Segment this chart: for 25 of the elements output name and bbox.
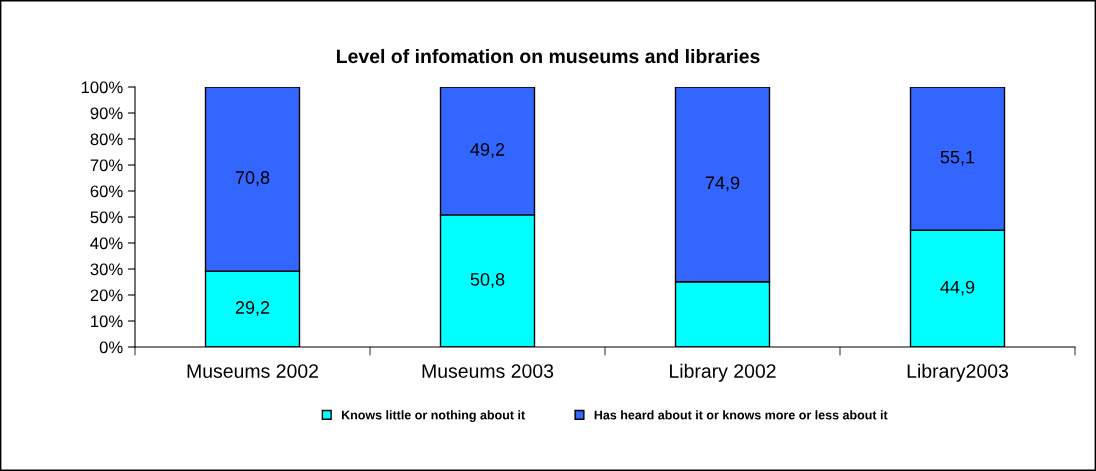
legend-label: Knows little or nothing about it [341, 410, 525, 422]
x-tick-label: Museums 2002 [187, 364, 318, 378]
y-tick-label: 90% [90, 107, 123, 120]
legend-label: Has heard about it or knows more or less about it [594, 410, 888, 420]
data-label: 50,8 [470, 273, 505, 288]
y-tick-label: 30% [90, 263, 123, 276]
data-label: 44,9 [940, 280, 975, 296]
data-label: 29,2 [235, 301, 270, 317]
y-tick-label: 50% [90, 211, 123, 224]
y-tick-label: 80% [90, 133, 123, 146]
y-tick-label: 100% [81, 81, 123, 94]
x-tick-label: Library 2002 [670, 363, 776, 382]
chart-title: Level of infomation on museums and libraries [337, 48, 760, 64]
data-label: 55,1 [940, 150, 975, 166]
y-tick-label: 60% [90, 185, 123, 198]
x-tick-label: Library2003 [907, 363, 1008, 382]
data-label: 70,8 [235, 171, 270, 187]
x-tick-label: Museums 2003 [422, 364, 554, 378]
y-tick-label: 20% [90, 289, 123, 302]
y-tick-label: 70% [90, 159, 123, 172]
data-label: 49,2 [470, 143, 505, 158]
y-tick-label: 40% [90, 237, 123, 250]
y-tick-label: 10% [91, 315, 123, 328]
data-label: 74,9 [705, 176, 740, 192]
y-tick-label: 0% [99, 341, 123, 354]
